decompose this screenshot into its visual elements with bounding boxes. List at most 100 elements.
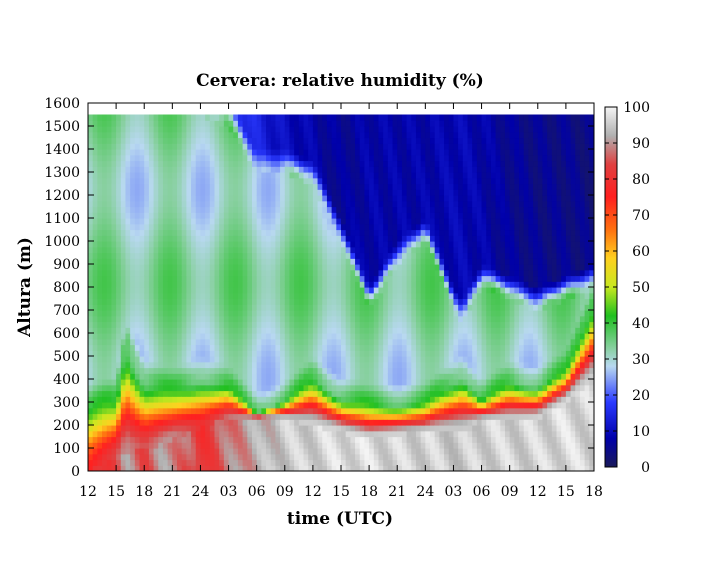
heatmap-cell [266,292,272,300]
heatmap-cell [139,154,145,162]
heatmap-cell [223,442,230,449]
heatmap-cell [186,350,192,357]
heatmap-cell [275,350,281,357]
heatmap-cell [387,304,394,311]
heatmap-cell [172,223,178,231]
heatmap-cell [228,373,234,380]
heatmap-cell [223,459,230,466]
heatmap-cell [383,361,389,369]
heatmap-cell [209,154,216,162]
heatmap-cell [186,241,192,248]
heatmap-cell [415,126,422,133]
heatmap-cell [139,143,145,150]
heatmap-cell [139,235,145,242]
heatmap-cell [406,206,412,213]
heatmap-cell [148,390,155,397]
heatmap-cell [369,453,375,461]
heatmap-cell [420,160,426,167]
heatmap-cell [326,321,333,328]
heatmap-cell [430,379,436,386]
heatmap-cell [139,264,145,271]
heatmap-cell [219,310,225,317]
heatmap-cell [158,120,164,127]
heatmap-cell [116,384,122,392]
heatmap-cell [359,390,366,397]
heatmap-cell [130,269,136,277]
heatmap-cell [102,367,108,374]
heatmap-cell [88,448,94,455]
heatmap-cell [88,189,94,196]
heatmap-cell [387,252,394,259]
heatmap-cell [130,195,136,202]
heatmap-cell [322,436,328,443]
heatmap-cell [308,258,314,265]
heatmap-cell [88,298,94,305]
heatmap-cell [186,137,192,144]
heatmap-cell [195,310,202,317]
heatmap-cell [322,287,328,294]
heatmap-cell [444,212,450,219]
heatmap-cell [102,465,108,471]
heatmap-cell [406,195,412,202]
heatmap-cell [111,315,117,323]
heatmap-cell [284,338,291,346]
heatmap-cell [177,315,183,323]
heatmap-cell [317,425,323,432]
heatmap-cell [453,396,459,403]
heatmap-cell [130,183,136,190]
heatmap-cell [326,137,333,144]
heatmap-cell [266,160,272,167]
heatmap-cell [322,264,328,271]
heatmap-cell [378,212,384,219]
heatmap-cell [284,384,291,392]
heatmap-cell [148,246,155,254]
heatmap-cell [355,396,361,403]
heatmap-cell [237,131,244,139]
heatmap-cell [280,350,286,357]
heatmap-cell [350,453,356,461]
heatmap-cell [294,327,300,334]
heatmap-cell [326,235,333,242]
heatmap-cell [242,315,248,323]
heatmap-cell [369,258,375,265]
heatmap-cell [233,430,239,438]
heatmap-cell [397,419,403,426]
heatmap-cell [280,338,286,346]
heatmap-cell [97,183,103,190]
heatmap-cell [411,310,417,317]
heatmap-cell [345,166,351,173]
heatmap-cell [97,396,103,403]
heatmap-cell [139,223,145,231]
heatmap-cell [406,166,412,173]
heatmap-cell [144,218,150,225]
heatmap-cell [369,287,375,294]
heatmap-cell [434,407,440,415]
heatmap-cell [223,281,230,288]
heatmap-cell [191,269,197,277]
heatmap-cell [341,367,347,374]
heatmap-cell [144,183,150,190]
heatmap-cell [158,223,164,231]
heatmap-cell [139,407,145,415]
heatmap-cell [453,436,459,443]
heatmap-cell [355,327,361,334]
heatmap-cell [392,137,398,144]
heatmap-cell [270,206,277,213]
heatmap-cell [153,402,159,409]
heatmap-cell [430,304,436,311]
heatmap-cell [223,465,230,471]
heatmap-cell [308,172,314,179]
heatmap-cell [336,252,342,259]
heatmap-cell [195,287,202,294]
heatmap-cell [364,258,370,265]
heatmap-cell [387,436,394,443]
heatmap-cell [444,195,450,202]
heatmap-cell [294,425,300,432]
heatmap-cell [331,275,337,282]
heatmap-cell [458,149,464,156]
heatmap-cell [97,223,103,231]
heatmap-cell [106,373,113,380]
heatmap-cell [266,333,272,340]
heatmap-cell [200,350,206,357]
heatmap-cell [153,379,159,386]
